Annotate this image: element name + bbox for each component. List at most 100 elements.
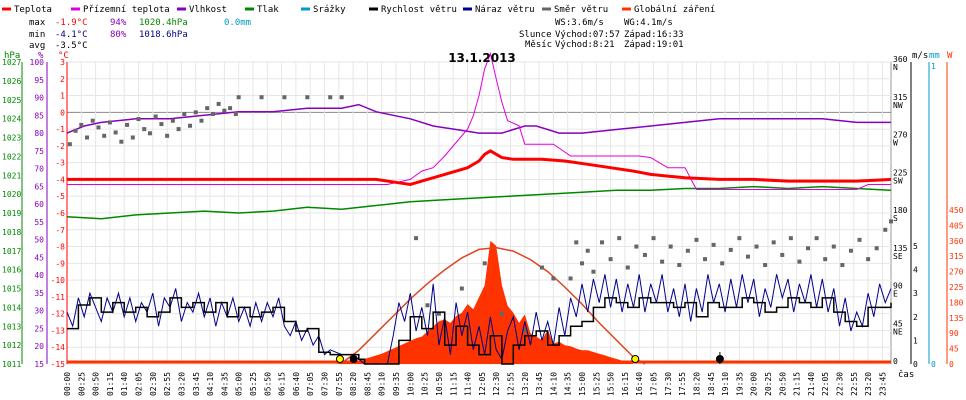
tick-label-direction-name: NE xyxy=(893,327,903,336)
series-wind-direction-point xyxy=(67,142,72,147)
tick-label-time: 03:45 xyxy=(192,372,201,396)
tick-label-time: 05:25 xyxy=(249,372,258,396)
tick-label-radiation: 90 xyxy=(949,329,959,338)
tick-label-temperature: -8 xyxy=(55,243,65,252)
plot-area xyxy=(66,51,893,365)
tick-label-direction: 315 xyxy=(893,93,908,102)
moon-label: Měsíc xyxy=(525,40,552,50)
series-wind-direction-point xyxy=(193,110,198,115)
series-wind-direction-point xyxy=(436,311,441,316)
tick-label-time: 01:40 xyxy=(120,372,129,396)
tick-label-pressure: 1011 xyxy=(2,360,21,369)
legend-label: Vlhkost xyxy=(189,5,227,15)
series-wind-direction-point xyxy=(188,123,193,128)
series-wind-direction-point xyxy=(883,227,888,232)
tick-label-time: 03:20 xyxy=(177,372,186,396)
tick-label-time: 22:55 xyxy=(850,372,859,396)
unit-hpa: hPa xyxy=(4,51,20,61)
tick-label-direction-name: N xyxy=(893,63,898,72)
tick-label-time: 17:55 xyxy=(678,372,687,396)
tick-label-humidity: 60 xyxy=(34,200,44,209)
tick-label-time: 20:00 xyxy=(750,372,759,396)
stat-max-temp: -1.9°C xyxy=(55,18,88,28)
tick-label-pressure: 1012 xyxy=(2,341,21,350)
tick-label-wind: 4 xyxy=(913,266,918,275)
series-wind-direction-point xyxy=(694,237,699,242)
series-wind-direction-point xyxy=(874,246,879,251)
tick-label-time: 19:35 xyxy=(735,372,744,396)
legend-label: Náraz větru xyxy=(475,5,535,15)
series-wind-direction-point xyxy=(236,95,241,100)
tick-label-pressure: 1014 xyxy=(2,303,21,312)
series-wind-direction-point xyxy=(754,244,759,249)
tick-label-temperature: 1 xyxy=(60,92,65,101)
tick-label-pressure: 1013 xyxy=(2,322,21,331)
tick-label-time: 15:00 xyxy=(578,372,587,396)
series-wind-direction-point xyxy=(600,240,605,245)
tick-label-direction: 180 xyxy=(893,206,908,215)
unit-mm: mm xyxy=(929,51,940,61)
series-wind-direction-point xyxy=(771,240,776,245)
legend-label: Přízemní teplota xyxy=(83,5,170,15)
series-wind-direction-point xyxy=(668,244,673,249)
tick-label-temperature: 2 xyxy=(60,75,65,84)
tick-label-humidity: 40 xyxy=(34,271,44,280)
series-wind-direction-point xyxy=(617,236,622,241)
series-humidity xyxy=(66,103,891,134)
tick-label-rain: 1 xyxy=(931,62,936,71)
tick-label-direction-name: W xyxy=(893,139,898,148)
tick-label-time: 06:15 xyxy=(278,372,287,396)
tick-label-wind: 2 xyxy=(913,313,918,322)
series-wind-direction-point xyxy=(780,252,785,257)
series-radiation-area xyxy=(335,240,634,364)
series-wind-direction-point xyxy=(703,257,708,262)
tick-label-pressure: 1021 xyxy=(2,171,21,180)
tick-label-time: 23:45 xyxy=(878,372,887,396)
unit-degc: °C xyxy=(58,51,69,61)
tick-label-radiation: 45 xyxy=(949,345,959,354)
tick-label-time: 14:35 xyxy=(564,372,573,396)
stat-min-press: 1018.6hPa xyxy=(139,30,188,40)
tick-label-radiation: 0 xyxy=(949,360,954,369)
tick-label-time: 14:10 xyxy=(549,372,558,396)
tick-label-humidity: 90 xyxy=(34,94,44,103)
tick-label-time: 12:55 xyxy=(506,372,515,396)
stat-avg-temp: -3.5°C xyxy=(55,41,88,51)
tick-label-time: 10:00 xyxy=(406,372,415,396)
stat-min-temp: -4.1°C xyxy=(55,30,88,40)
tick-label-time: 09:10 xyxy=(378,372,387,396)
tick-label-pressure: 1018 xyxy=(2,228,21,237)
tick-label-time: 20:25 xyxy=(764,372,773,396)
tick-label-time: 17:30 xyxy=(664,372,673,396)
tick-label-time: 08:20 xyxy=(349,372,358,396)
tick-label-temperature: -3 xyxy=(55,159,65,168)
tick-label-wind: 3 xyxy=(913,289,918,298)
tick-label-time: 07:30 xyxy=(321,372,330,396)
series-wind-direction-point xyxy=(414,236,419,241)
series-wind-direction-point xyxy=(551,276,556,281)
sun-label: Slunce xyxy=(519,30,552,40)
series-wind-direction-point xyxy=(136,117,141,122)
tick-label-pressure: 1017 xyxy=(2,247,21,256)
series-wind-direction-point xyxy=(182,112,187,117)
series-wind-direction-point xyxy=(720,261,725,266)
series-wind-direction-point xyxy=(233,112,238,117)
series-wind-direction-point xyxy=(848,248,853,253)
series-wind-direction-point xyxy=(107,120,112,125)
series-wind-direction-point xyxy=(608,257,613,262)
tick-label-time: 09:35 xyxy=(392,372,401,396)
tick-label-time: 10:50 xyxy=(435,372,444,396)
series-wind-gust xyxy=(66,274,892,365)
unit-pct: % xyxy=(38,51,44,61)
tick-label-radiation: 405 xyxy=(949,221,964,230)
tick-label-radiation: 180 xyxy=(949,298,964,307)
tick-label-time: 07:05 xyxy=(306,372,315,396)
tick-label-pressure: 1027 xyxy=(2,58,21,67)
tick-label-radiation: 450 xyxy=(949,206,964,215)
stat-max-press: 1020.4hPa xyxy=(139,18,188,28)
series-wind-direction-point xyxy=(170,118,175,123)
tick-label-time: 17:05 xyxy=(650,372,659,396)
series-wind-direction-point xyxy=(788,236,793,241)
series-wind-direction-point xyxy=(840,263,845,268)
tick-label-time: 20:50 xyxy=(778,372,787,396)
